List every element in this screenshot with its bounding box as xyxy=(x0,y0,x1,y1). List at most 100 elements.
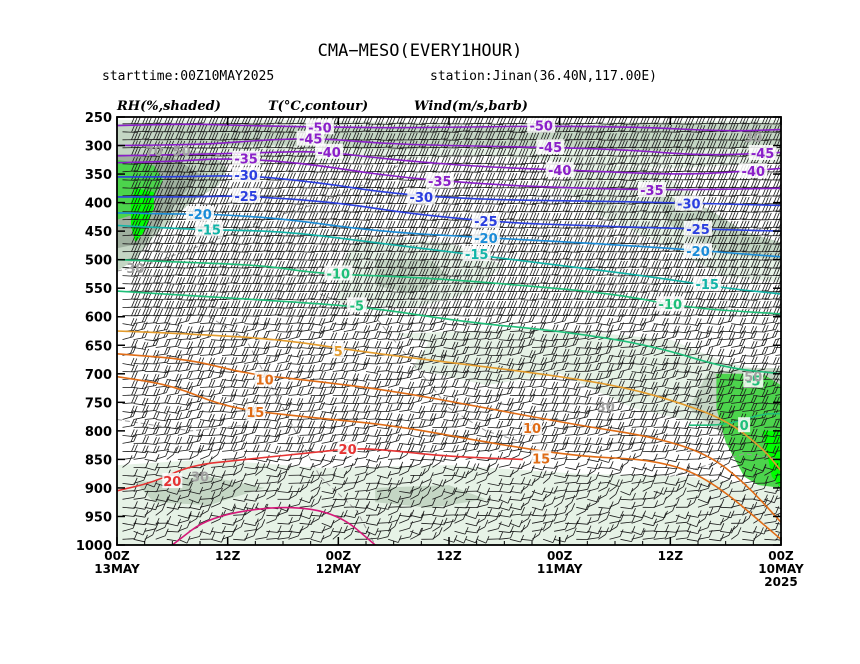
temperature-legend-label: T(°C,contour) xyxy=(268,99,368,114)
wind-barb xyxy=(686,124,706,133)
wind-barb xyxy=(432,131,451,141)
wind-barb xyxy=(697,140,717,149)
wind-barb xyxy=(587,139,606,149)
wind-barb xyxy=(609,179,628,189)
wind-barb xyxy=(731,179,750,189)
wind-barb xyxy=(675,163,695,173)
wind-barb xyxy=(166,180,186,189)
rh-contour-label: 50 xyxy=(744,371,762,386)
temperature-contour-label: -30 xyxy=(234,169,258,184)
wind-barb xyxy=(244,131,263,141)
start-time-label: starttime:00Z10MAY2025 xyxy=(102,69,274,84)
temperature-contour-label: 10 xyxy=(523,422,541,437)
wind-barb xyxy=(720,171,739,181)
wind-barb xyxy=(598,171,617,181)
wind-barb xyxy=(144,180,163,189)
wind-barb xyxy=(454,131,473,141)
wind-barb xyxy=(686,132,706,141)
wind-barb xyxy=(443,188,462,197)
rh-contour-label: 50 xyxy=(173,145,191,160)
wind-barb xyxy=(155,132,175,141)
rh-dashed-contour xyxy=(208,316,376,545)
rh-legend-label: RH(%,shaded) xyxy=(116,99,221,114)
rh-contour-label: 30 xyxy=(744,131,762,146)
wind-barb xyxy=(631,133,650,141)
time-tick-label: 00Z xyxy=(768,549,794,563)
temperature-contour-label: -5 xyxy=(350,299,364,314)
temperature-contour-label: 20 xyxy=(163,475,181,490)
pressure-tick-label: 750 xyxy=(85,396,112,411)
plot-area: -50 -50-45-45 -45-40-40 -40-35-35-35-30-30-… xyxy=(117,117,781,545)
wind-barb xyxy=(211,117,230,125)
wind-barb xyxy=(631,163,650,173)
time-tick-label: 12Z xyxy=(436,549,462,563)
wind-barb xyxy=(775,123,781,125)
wind-barb xyxy=(598,139,617,149)
wind-barb xyxy=(365,180,385,189)
wind-barb xyxy=(509,156,529,165)
time-tick-label: 12Z xyxy=(215,549,241,563)
temperature-contour-label: 0 xyxy=(740,419,749,434)
temperature-contour-label: -10 xyxy=(659,298,683,313)
time-tick-label: 11MAY xyxy=(537,562,583,576)
wind-barb xyxy=(133,131,152,141)
wind-barb xyxy=(653,140,673,149)
wind-barb xyxy=(277,179,296,189)
wind-barb xyxy=(465,131,484,141)
wind-barb xyxy=(155,187,175,197)
wind-barb xyxy=(188,179,208,189)
wind-barb xyxy=(321,171,340,181)
wind-barb xyxy=(498,188,518,197)
wind-barb xyxy=(310,187,329,197)
temperature-contour-label: -40 xyxy=(548,164,572,179)
wind-barb xyxy=(122,156,141,165)
wind-barb xyxy=(675,133,695,141)
wind-legend-label: Wind(m/s,barb) xyxy=(414,99,528,114)
station-label: station:Jinan(36.40N,117.00E) xyxy=(430,69,657,84)
wind-barb xyxy=(188,163,208,173)
wind-barb xyxy=(598,133,617,141)
wind-barb xyxy=(520,171,540,181)
time-tick-label: 00Z xyxy=(547,549,573,563)
pressure-tick-label: 350 xyxy=(85,168,112,183)
wind-barb xyxy=(443,140,462,149)
wind-barb xyxy=(720,180,739,189)
wind-barb xyxy=(122,188,141,197)
wind-barb xyxy=(675,180,695,189)
temperature-contour-label: 5 xyxy=(334,345,343,360)
wind-barb xyxy=(620,140,639,149)
wind-barb xyxy=(421,164,440,173)
wind-barb xyxy=(609,189,628,197)
wind-barb xyxy=(399,179,418,189)
wind-barb xyxy=(211,132,230,141)
wind-barb xyxy=(686,179,706,189)
wind-barb xyxy=(476,131,495,141)
wind-barb xyxy=(742,179,761,189)
pressure-tick-label: 700 xyxy=(85,368,112,383)
rh-contour-label: 30 xyxy=(126,262,144,277)
wind-barb xyxy=(177,132,197,141)
wind-barb xyxy=(454,172,473,181)
wind-barb xyxy=(199,132,219,141)
wind-barb xyxy=(266,189,285,197)
pressure-tick-label: 650 xyxy=(85,339,112,354)
chart-title: CMA−MESO(EVERY1HOUR) xyxy=(318,41,523,61)
temperature-contour-label: -20 xyxy=(686,245,710,260)
wind-barb xyxy=(487,172,507,181)
wind-barb xyxy=(775,139,781,141)
wind-barb xyxy=(365,117,385,125)
wind-barb xyxy=(587,131,606,141)
wind-barb xyxy=(620,117,639,125)
wind-barb xyxy=(775,147,781,149)
temperature-contour-label: -40 xyxy=(742,165,766,180)
wind-barb xyxy=(498,147,518,157)
wind-barb xyxy=(576,171,595,181)
wind-barb xyxy=(133,164,152,173)
temperature-contour-label: 20 xyxy=(339,443,357,458)
wind-barb xyxy=(443,148,462,157)
wind-barb xyxy=(609,140,628,149)
wind-barb xyxy=(742,132,761,141)
temperature-contour-label: -15 xyxy=(695,278,719,293)
wind-barb xyxy=(720,163,739,173)
